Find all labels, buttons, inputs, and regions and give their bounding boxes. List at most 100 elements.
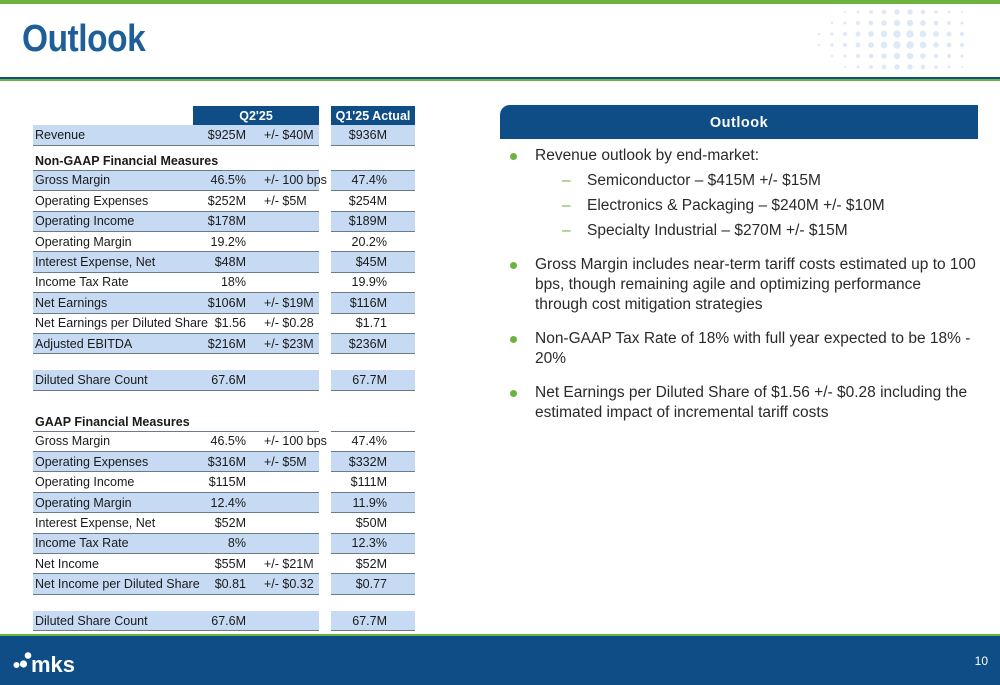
outlook-bullet: Revenue outlook by end-market: – Semicondu…	[508, 146, 976, 241]
pattern-dot	[960, 54, 964, 58]
sub-bullet: – Specialty Industrial – $270M +/- $15M	[535, 221, 976, 241]
table-row: Income Tax Rate 8% 12.3%	[33, 533, 415, 555]
financial-guidance-table: Q2'25 Q1'25 Actual Revenue $925M +/- $40M $…	[33, 106, 415, 632]
column-gap	[319, 313, 331, 334]
row-guidance-value: $55M	[193, 553, 250, 575]
table-row: Operating Expenses $252M +/- $5M $254M	[33, 190, 415, 212]
row-actual-value: 20.2%	[331, 231, 415, 253]
pattern-dot	[919, 30, 927, 38]
bullet-text: Revenue outlook by end-market:	[535, 147, 760, 164]
row-guidance-range	[250, 492, 319, 514]
row-guidance-value: $252M	[193, 190, 250, 212]
pattern-dot	[856, 10, 860, 14]
table-row: Interest Expense, Net $48M $45M	[33, 251, 415, 273]
section-title-rule	[331, 406, 415, 432]
row-guidance-value: $106M	[193, 292, 250, 314]
row-label: Net Income per Diluted Share	[33, 573, 200, 595]
pattern-dot	[920, 53, 926, 59]
row-actual-value: $254M	[331, 190, 415, 212]
column-gap	[319, 170, 331, 191]
row-guidance-range: +/- $0.32	[250, 573, 319, 595]
pattern-dot	[960, 65, 964, 69]
pattern-dot	[907, 9, 913, 15]
column-gap	[319, 533, 331, 554]
top-accent-stripe	[0, 0, 1000, 4]
pattern-dot	[855, 42, 861, 48]
row-guidance-value: 12.4%	[193, 492, 250, 514]
bullet-text: Gross Margin includes near-term tariff c…	[535, 256, 976, 313]
row-actual-value: $52M	[331, 553, 415, 575]
row-guidance-value: $48M	[193, 251, 250, 273]
pattern-dot	[881, 9, 887, 15]
mks-logo: mks	[13, 652, 75, 675]
pattern-dot	[842, 42, 848, 48]
table-row: Operating Margin 12.4% 11.9%	[33, 492, 415, 514]
row-guidance-range	[250, 512, 319, 534]
row-actual-value: 67.7M	[331, 610, 415, 632]
bullet-text: Non-GAAP Tax Rate of 18% with full year …	[535, 330, 971, 367]
outlook-bullet: Net Earnings per Diluted Share of $1.56 …	[508, 383, 976, 423]
column-gap	[319, 471, 331, 493]
table-row: Income Tax Rate 18% 19.9%	[33, 272, 415, 294]
table-row: Revenue $925M +/- $40M $936M	[33, 125, 415, 146]
pattern-dot	[933, 53, 939, 59]
pattern-dot	[946, 42, 952, 48]
row-label: Income Tax Rate	[33, 533, 193, 555]
pattern-dot	[947, 54, 951, 58]
row-label: Operating Margin	[33, 231, 193, 253]
pattern-dot	[881, 20, 887, 26]
pattern-dot	[906, 52, 914, 60]
pattern-dot	[817, 32, 821, 36]
pattern-dot	[830, 54, 834, 58]
row-label: Operating Margin	[33, 492, 193, 514]
footer-bar: mks 10	[0, 636, 1000, 685]
logo-text: mks	[31, 652, 75, 675]
row-guidance-value: 8%	[193, 533, 250, 555]
row-guidance-value: $115M	[193, 471, 250, 493]
pattern-dot	[868, 42, 874, 48]
column-gap	[319, 272, 331, 293]
row-label: Net Earnings per Diluted Share	[33, 313, 208, 334]
pattern-dot	[842, 31, 848, 37]
row-label: Operating Income	[33, 471, 193, 493]
title-divider-accent	[0, 79, 1000, 81]
table-row: Gross Margin 46.5% +/- 100 bps 47.4%	[33, 431, 415, 453]
table-row: Interest Expense, Net $52M $50M	[33, 512, 415, 534]
pattern-dot	[868, 31, 874, 37]
column-gap	[319, 251, 331, 273]
row-actual-value: 47.4%	[331, 170, 415, 192]
row-actual-value: 67.7M	[331, 370, 415, 391]
column-gap	[319, 406, 331, 432]
row-label: Operating Expenses	[33, 190, 193, 212]
row-guidance-value: 67.6M	[193, 370, 250, 391]
pattern-dot	[830, 43, 834, 47]
table-row: Gross Margin 46.5% +/- 100 bps 47.4%	[33, 170, 415, 192]
dash-icon: –	[562, 172, 571, 189]
column-gap	[319, 145, 331, 171]
pattern-dot	[934, 10, 938, 14]
row-actual-value: 11.9%	[331, 492, 415, 514]
row-guidance-range	[250, 251, 319, 273]
column-gap	[319, 512, 331, 534]
row-actual-value: $332M	[331, 451, 415, 473]
column-gap	[319, 125, 331, 146]
row-guidance-value: $925M	[193, 125, 250, 146]
row-guidance-range	[250, 610, 319, 632]
bullet-text: Net Earnings per Diluted Share of $1.56 …	[535, 384, 968, 421]
table-row: Net Income per Diluted Share $0.81 +/- $0.…	[33, 573, 415, 595]
row-actual-value: 19.9%	[331, 272, 415, 294]
row-guidance-value: $216M	[193, 333, 250, 355]
sub-bullet-text: Electronics & Packaging – $240M +/- $10M	[587, 197, 885, 214]
pattern-dot	[856, 21, 860, 25]
row-label: Operating Expenses	[33, 451, 193, 473]
row-guidance-range: +/- $40M	[250, 125, 319, 146]
outlook-panel-header: Outlook	[500, 105, 978, 139]
table-row: Operating Expenses $316M +/- $5M $332M	[33, 451, 415, 473]
pattern-dot	[869, 65, 873, 69]
row-guidance-value: 18%	[193, 272, 250, 294]
pattern-dot	[947, 65, 951, 69]
column-gap	[319, 190, 331, 212]
column-gap	[319, 333, 331, 354]
table-row: Diluted Share Count 67.6M 67.7M	[33, 610, 415, 632]
pattern-dot	[933, 42, 939, 48]
